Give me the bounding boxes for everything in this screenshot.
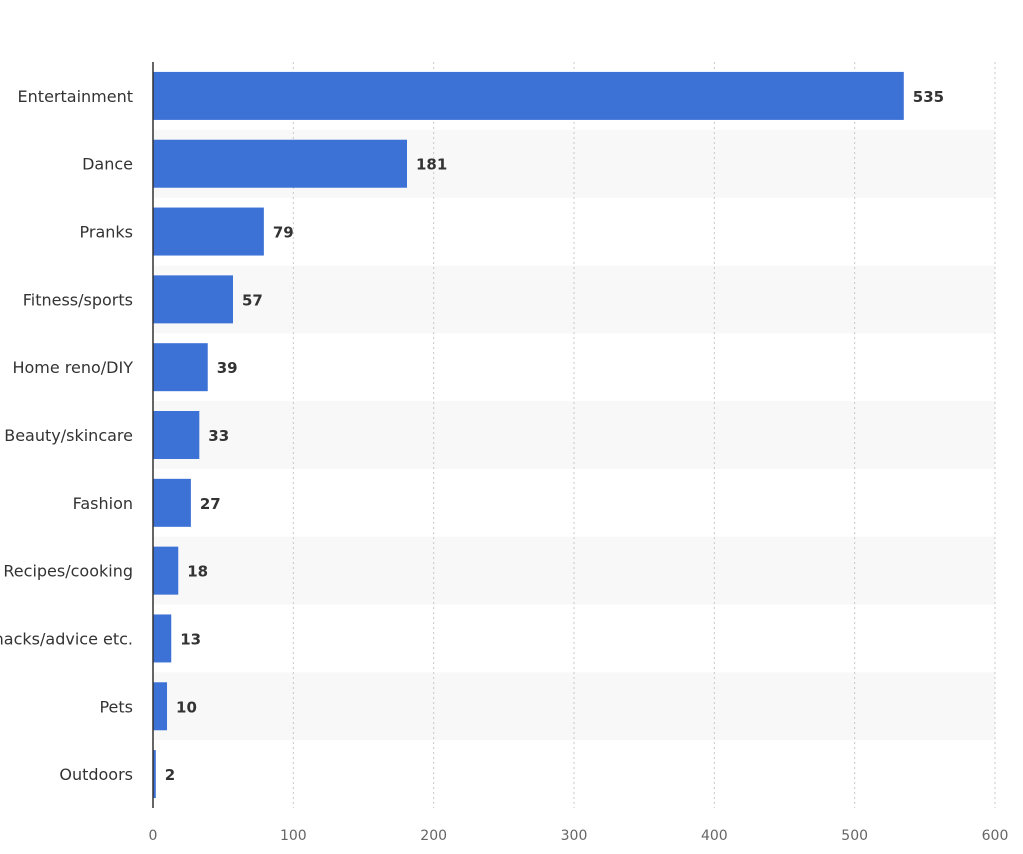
row-band <box>153 265 995 334</box>
category-label: Fashion <box>73 494 133 513</box>
x-tick-label: 100 <box>280 828 307 844</box>
value-label: 18 <box>187 563 208 581</box>
bar[interactable] <box>153 682 168 731</box>
category-label: Home reno/DIY <box>12 358 133 377</box>
value-label: 13 <box>180 630 201 648</box>
category-label: Recipes/cooking <box>3 562 133 581</box>
value-label: 181 <box>416 156 447 174</box>
value-label: 10 <box>176 698 197 716</box>
grid-lines <box>292 62 996 808</box>
category-label: Dance <box>82 155 133 174</box>
category-label: Fitness/sports <box>23 290 133 309</box>
value-label: 27 <box>200 495 221 513</box>
x-tick-label: 0 <box>149 828 158 844</box>
category-labels: Entertainment Dance Pranks Fitness/sports Ho… <box>0 87 133 784</box>
bar[interactable] <box>153 478 191 527</box>
bars <box>153 71 904 799</box>
bar[interactable] <box>153 750 156 799</box>
bar[interactable] <box>153 71 904 120</box>
bar[interactable] <box>153 411 200 459</box>
bar[interactable] <box>153 275 233 324</box>
x-axis-ticks: 0 100 200 300 400 500 600 <box>149 828 1009 844</box>
bar[interactable] <box>153 207 264 256</box>
x-tick-label: 200 <box>420 828 447 844</box>
category-label: Beauty/skincare <box>4 426 133 445</box>
category-label: Life hacks/advice etc. <box>0 629 133 648</box>
row-band <box>153 536 995 605</box>
bar[interactable] <box>153 546 179 595</box>
value-labels: 535 181 79 57 39 33 27 18 13 10 2 <box>165 88 944 784</box>
x-tick-label: 400 <box>701 828 728 844</box>
x-tick-label: 300 <box>561 828 588 844</box>
value-label: 39 <box>217 359 238 377</box>
bar[interactable] <box>153 614 172 663</box>
value-label: 57 <box>242 291 263 309</box>
bar[interactable] <box>153 139 408 188</box>
value-label: 33 <box>208 427 229 445</box>
category-label: Pranks <box>80 223 134 242</box>
category-label: Entertainment <box>18 87 133 106</box>
category-label: Outdoors <box>59 765 133 784</box>
x-tick-label: 500 <box>841 828 868 844</box>
category-label: Pets <box>99 697 133 716</box>
value-label: 79 <box>273 224 294 242</box>
value-label: 2 <box>165 766 175 784</box>
bar[interactable] <box>153 343 208 392</box>
value-label: 535 <box>913 88 944 106</box>
x-tick-label: 600 <box>982 828 1009 844</box>
